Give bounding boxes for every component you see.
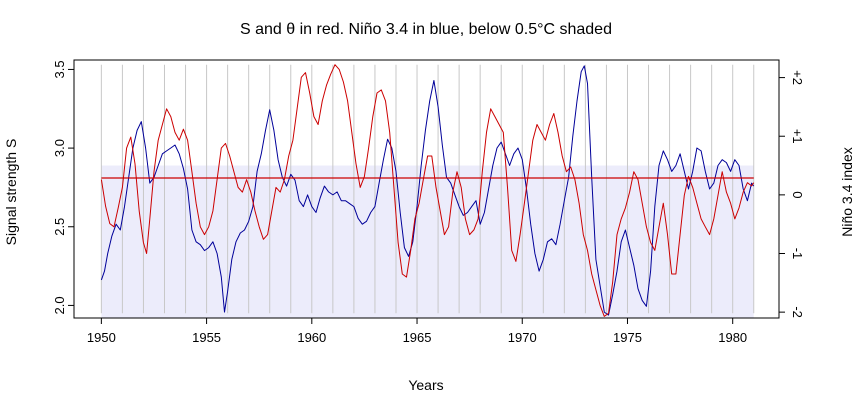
- axes-layer: 1950 1955 1960 1965 1970 1975 1980 2.0 2.5 3.0 3.5…: [52, 60, 805, 345]
- x-tick-label: 1975: [613, 330, 642, 345]
- x-tick-label: 1955: [192, 330, 221, 345]
- plot-frame: [73, 59, 780, 319]
- y-left-tick-label: 3.5: [52, 60, 67, 78]
- y-right-tick-label: +2: [790, 70, 805, 85]
- series-layer: [100, 64, 755, 317]
- x-tick-label: 1970: [508, 330, 537, 345]
- y-right-tick-label: +1: [790, 129, 805, 144]
- shaded-region-layer: [101, 165, 754, 318]
- nino34-series-line: [100, 65, 755, 316]
- y-right-tick-label: 0: [790, 191, 805, 198]
- x-tick-label: 1965: [403, 330, 432, 345]
- y-right-tick-label: -1: [790, 248, 805, 260]
- y-axis-right-label: Niño 3.4 index: [839, 147, 855, 237]
- y-left-tick-label: 3.0: [52, 139, 67, 157]
- y-left-tick-label: 2.0: [52, 296, 67, 314]
- year-gridlines: [100, 64, 755, 314]
- y-left-tick-label: 2.5: [52, 218, 67, 236]
- y-right-tick-label: -2: [790, 306, 805, 318]
- x-tick-label: 1950: [87, 330, 116, 345]
- x-tick-label: 1980: [718, 330, 747, 345]
- signal-series-line: [100, 64, 755, 317]
- shaded-region: [101, 165, 754, 318]
- chart-title: S and θ in red. Niño 3.4 in blue, below …: [240, 21, 612, 38]
- y-axis-left-label: Signal strength S: [3, 139, 19, 246]
- x-tick-label: 1960: [297, 330, 326, 345]
- x-axis-label: Years: [408, 377, 443, 393]
